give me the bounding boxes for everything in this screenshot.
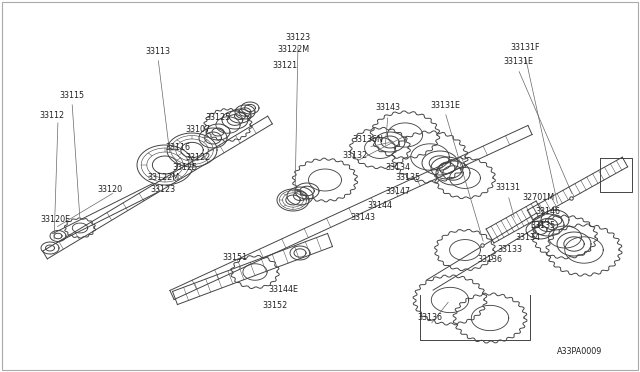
Text: 33122M: 33122M bbox=[147, 173, 179, 183]
Text: 33151: 33151 bbox=[223, 253, 248, 263]
Text: A33PA0009: A33PA0009 bbox=[557, 347, 603, 356]
Text: 33144E: 33144E bbox=[268, 285, 298, 295]
Text: 33121: 33121 bbox=[273, 61, 298, 70]
Text: 33120: 33120 bbox=[97, 186, 123, 195]
Text: 33107: 33107 bbox=[186, 125, 211, 135]
Text: 33131: 33131 bbox=[495, 183, 520, 192]
Text: 33113: 33113 bbox=[145, 48, 170, 57]
Text: 33123: 33123 bbox=[150, 186, 175, 195]
Text: 33132: 33132 bbox=[342, 151, 367, 160]
Text: 33120E: 33120E bbox=[40, 215, 70, 224]
Text: 33135: 33135 bbox=[396, 173, 420, 183]
Text: 33122M: 33122M bbox=[277, 45, 309, 55]
Text: 33131E: 33131E bbox=[430, 100, 460, 109]
Text: 33134: 33134 bbox=[515, 234, 541, 243]
Text: 33146: 33146 bbox=[536, 208, 561, 217]
Text: 33125: 33125 bbox=[205, 113, 230, 122]
Text: 33133: 33133 bbox=[497, 246, 522, 254]
Text: 33144: 33144 bbox=[367, 201, 392, 209]
Text: 33116: 33116 bbox=[166, 144, 191, 153]
Text: 33135: 33135 bbox=[531, 221, 556, 230]
Text: 33143: 33143 bbox=[376, 103, 401, 112]
Text: 33122: 33122 bbox=[186, 154, 211, 163]
Text: 33115: 33115 bbox=[60, 90, 84, 99]
Text: 33131E: 33131E bbox=[503, 58, 533, 67]
Text: 33123: 33123 bbox=[285, 33, 310, 42]
Text: 33131F: 33131F bbox=[510, 44, 540, 52]
Text: 33152: 33152 bbox=[262, 301, 287, 310]
Text: 33147: 33147 bbox=[385, 187, 411, 196]
Text: 32701M: 32701M bbox=[522, 193, 554, 202]
Text: 33125: 33125 bbox=[172, 164, 198, 173]
Text: 33136: 33136 bbox=[417, 314, 442, 323]
Text: 33134: 33134 bbox=[385, 164, 410, 173]
Text: 33143: 33143 bbox=[351, 214, 376, 222]
Text: 33136N: 33136N bbox=[353, 135, 383, 144]
Text: 33112: 33112 bbox=[40, 110, 65, 119]
Text: 33136: 33136 bbox=[477, 256, 502, 264]
